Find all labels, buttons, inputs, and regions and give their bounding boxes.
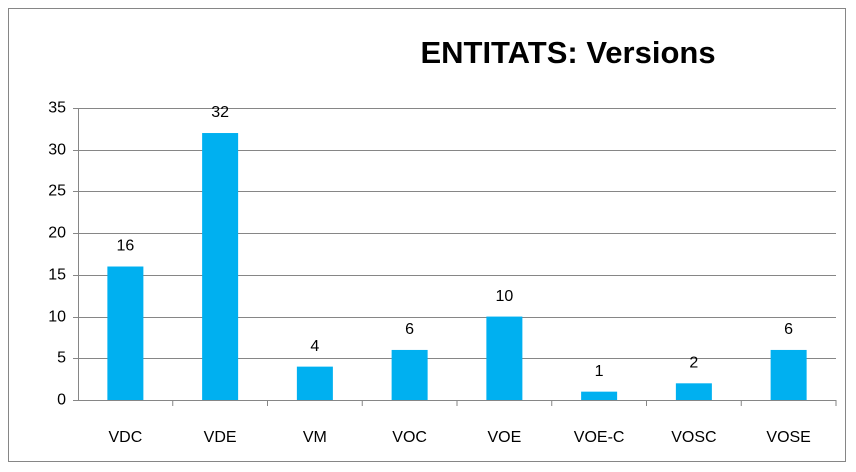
bar xyxy=(675,383,712,400)
data-label: 1 xyxy=(595,363,604,380)
y-tick-label: 35 xyxy=(48,100,66,117)
x-tick-label: VDE xyxy=(204,429,237,446)
x-tick-label: VOSE xyxy=(766,429,810,446)
data-label: 16 xyxy=(116,238,134,255)
bar xyxy=(296,366,333,400)
data-label: 10 xyxy=(495,288,513,305)
y-tick-label: 20 xyxy=(48,225,66,242)
x-tick-label: VDC xyxy=(108,429,142,446)
y-tick-label: 5 xyxy=(57,350,66,367)
bar xyxy=(107,266,144,400)
y-tick-label: 0 xyxy=(57,392,66,409)
bar xyxy=(202,133,239,400)
y-tick-label: 30 xyxy=(48,142,66,159)
data-label: 32 xyxy=(211,104,229,121)
bar xyxy=(391,349,428,400)
y-tick-label: 15 xyxy=(48,267,66,284)
chart-title: ENTITATS: Versions xyxy=(420,35,715,70)
y-tick-label: 10 xyxy=(48,309,66,326)
x-tick-label: VM xyxy=(303,429,327,446)
x-tick-label: VOE xyxy=(487,429,521,446)
bar xyxy=(581,391,618,400)
bar xyxy=(486,316,523,400)
x-tick-label: VOC xyxy=(392,429,427,446)
bar xyxy=(770,349,807,400)
y-tick-label: 25 xyxy=(48,183,66,200)
data-label: 4 xyxy=(310,338,319,355)
data-label: 6 xyxy=(784,321,793,338)
x-tick-label: VOSC xyxy=(671,429,716,446)
x-tick-label: VOE-C xyxy=(574,429,625,446)
data-label: 2 xyxy=(689,355,698,372)
data-label: 6 xyxy=(405,321,414,338)
